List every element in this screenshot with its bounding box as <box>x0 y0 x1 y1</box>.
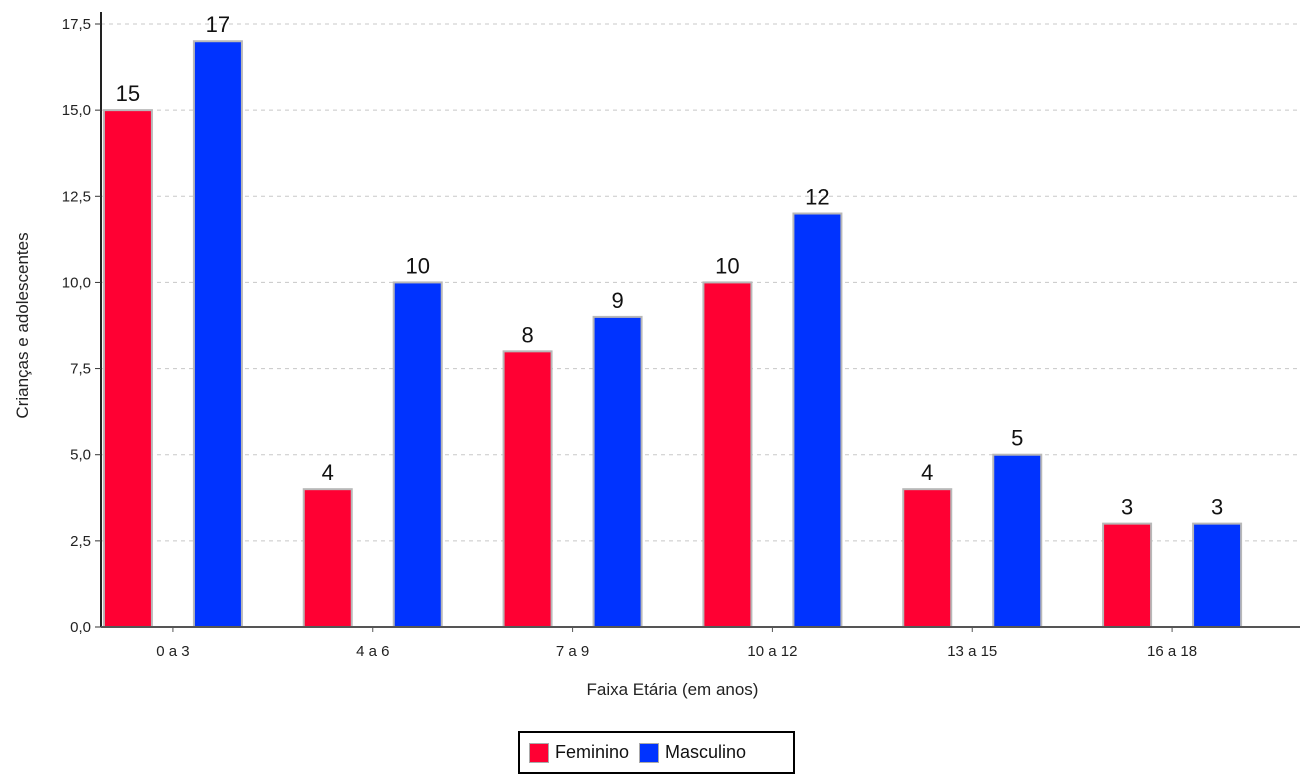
x-tick-label: 7 a 9 <box>556 643 589 660</box>
bar-value-label: 5 <box>1011 426 1023 451</box>
bar-value-label: 3 <box>1121 495 1133 520</box>
bar-chart: 15 17 4 10 8 9 10 12 4 5 3 3 0,0 2,5 5,0 7,5 10,0 12,5 15… <box>13 12 1300 699</box>
x-axis-title: Faixa Etária (em anos) <box>587 680 759 699</box>
y-ticks-group: 0,0 2,5 5,0 7,5 10,0 12,5 15,0 17,5 <box>62 16 101 636</box>
legend-swatch-masculino <box>639 742 660 763</box>
bar-masculino-4 <box>792 212 843 628</box>
y-tick-label: 5,0 <box>70 447 91 464</box>
y-tick-label: 0,0 <box>70 619 91 636</box>
bar-value-label: 12 <box>805 185 829 210</box>
bar-value-label: 15 <box>116 81 140 106</box>
y-tick-label: 7,5 <box>70 361 91 378</box>
bar-value-label: 10 <box>715 253 739 278</box>
legend-item-feminino: Feminino <box>529 742 629 763</box>
bar-masculino-2 <box>392 281 443 628</box>
x-tick-label: 16 a 18 <box>1147 643 1197 660</box>
bars-group <box>102 40 1243 629</box>
y-tick-label: 2,5 <box>70 533 91 550</box>
bar-value-label: 10 <box>406 253 430 278</box>
y-tick-label: 12,5 <box>62 188 91 205</box>
y-axis-title: Crianças e adolescentes <box>13 232 32 418</box>
bar-value-label: 17 <box>206 12 230 37</box>
legend-label-feminino: Feminino <box>555 742 630 762</box>
bar-value-label: 4 <box>921 460 933 485</box>
legend-item-masculino: Masculino <box>639 742 746 763</box>
x-tick-label: 10 a 12 <box>747 643 797 660</box>
bar-feminino-3 <box>502 350 553 628</box>
legend-label-masculino: Masculino <box>665 742 747 762</box>
y-tick-label: 10,0 <box>62 274 91 291</box>
bar-feminino-1 <box>102 109 153 628</box>
legend-swatch-feminino <box>529 742 549 763</box>
bar-feminino-6 <box>1102 522 1153 629</box>
x-tick-label: 0 a 3 <box>156 643 189 660</box>
legend: Feminino Masculino <box>518 731 795 774</box>
bar-masculino-3 <box>592 315 643 628</box>
gridlines <box>101 23 1300 542</box>
bar-value-label: 3 <box>1211 495 1223 520</box>
bar-feminino-2 <box>302 488 353 628</box>
y-tick-label: 17,5 <box>62 16 91 33</box>
bar-value-label: 8 <box>521 322 533 347</box>
x-ticks-group: 0 a 3 4 a 6 7 a 9 10 a 12 13 a 15 16 a 18 <box>156 627 1197 660</box>
bar-value-label: 9 <box>611 288 623 313</box>
bar-feminino-5 <box>902 488 953 628</box>
value-labels-group: 15 17 4 10 8 9 10 12 4 5 3 3 <box>116 12 1224 519</box>
bar-value-label: 4 <box>322 460 334 485</box>
bar-masculino-1 <box>192 40 243 628</box>
bar-feminino-4 <box>702 281 753 628</box>
x-tick-label: 4 a 6 <box>356 643 389 660</box>
x-tick-label: 13 a 15 <box>947 643 997 660</box>
y-tick-label: 15,0 <box>62 102 91 119</box>
bar-masculino-5 <box>992 453 1043 629</box>
bar-masculino-6 <box>1192 522 1243 629</box>
